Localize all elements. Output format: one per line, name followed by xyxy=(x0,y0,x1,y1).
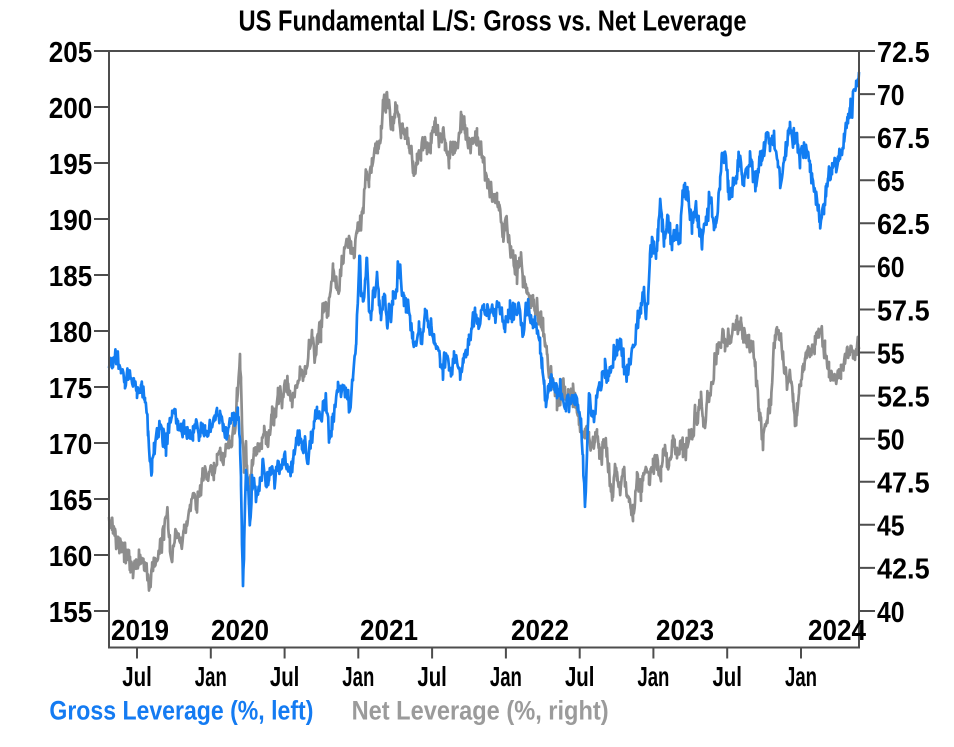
svg-text:2024: 2024 xyxy=(808,615,866,647)
svg-text:205: 205 xyxy=(49,37,93,69)
svg-text:Jul: Jul xyxy=(122,661,152,692)
svg-text:200: 200 xyxy=(49,93,93,125)
svg-text:Gross Leverage (%, left): Gross Leverage (%, left) xyxy=(49,696,313,726)
svg-text:65: 65 xyxy=(877,166,905,198)
svg-text:Jan: Jan xyxy=(342,661,374,692)
svg-text:165: 165 xyxy=(49,485,93,517)
svg-text:Jan: Jan xyxy=(490,661,522,692)
svg-text:60: 60 xyxy=(877,252,905,284)
svg-text:72.5: 72.5 xyxy=(877,37,930,69)
svg-text:160: 160 xyxy=(49,541,93,573)
svg-text:Jul: Jul xyxy=(270,661,300,692)
svg-text:62.5: 62.5 xyxy=(877,209,930,241)
svg-text:2022: 2022 xyxy=(511,615,569,647)
svg-text:155: 155 xyxy=(49,597,93,629)
svg-text:Net Leverage (%, right): Net Leverage (%, right) xyxy=(352,696,609,726)
svg-text:45: 45 xyxy=(877,511,905,543)
svg-text:55: 55 xyxy=(877,338,905,370)
svg-text:170: 170 xyxy=(49,429,93,461)
svg-text:40: 40 xyxy=(877,597,905,629)
svg-text:47.5: 47.5 xyxy=(877,468,930,500)
svg-text:52.5: 52.5 xyxy=(877,381,930,413)
svg-text:Jul: Jul xyxy=(417,661,447,692)
svg-text:180: 180 xyxy=(49,317,93,349)
svg-text:175: 175 xyxy=(49,373,93,405)
svg-text:Jan: Jan xyxy=(785,661,817,692)
svg-text:Jan: Jan xyxy=(195,661,227,692)
svg-text:Jul: Jul xyxy=(712,661,742,692)
svg-text:57.5: 57.5 xyxy=(877,295,930,327)
svg-text:185: 185 xyxy=(49,261,93,293)
svg-text:195: 195 xyxy=(49,149,93,181)
svg-text:67.5: 67.5 xyxy=(877,123,930,155)
svg-text:Jul: Jul xyxy=(565,661,595,692)
svg-text:2019: 2019 xyxy=(111,615,169,647)
svg-text:Jan: Jan xyxy=(637,661,669,692)
svg-text:50: 50 xyxy=(877,425,905,457)
svg-text:US Fundamental L/S: Gross vs.: US Fundamental L/S: Gross vs. Net Levera… xyxy=(239,6,747,38)
svg-text:2023: 2023 xyxy=(656,615,714,647)
svg-text:42.5: 42.5 xyxy=(877,554,930,586)
svg-text:190: 190 xyxy=(49,205,93,237)
svg-text:2020: 2020 xyxy=(211,615,269,647)
svg-text:70: 70 xyxy=(877,80,905,112)
svg-text:2021: 2021 xyxy=(360,615,418,647)
